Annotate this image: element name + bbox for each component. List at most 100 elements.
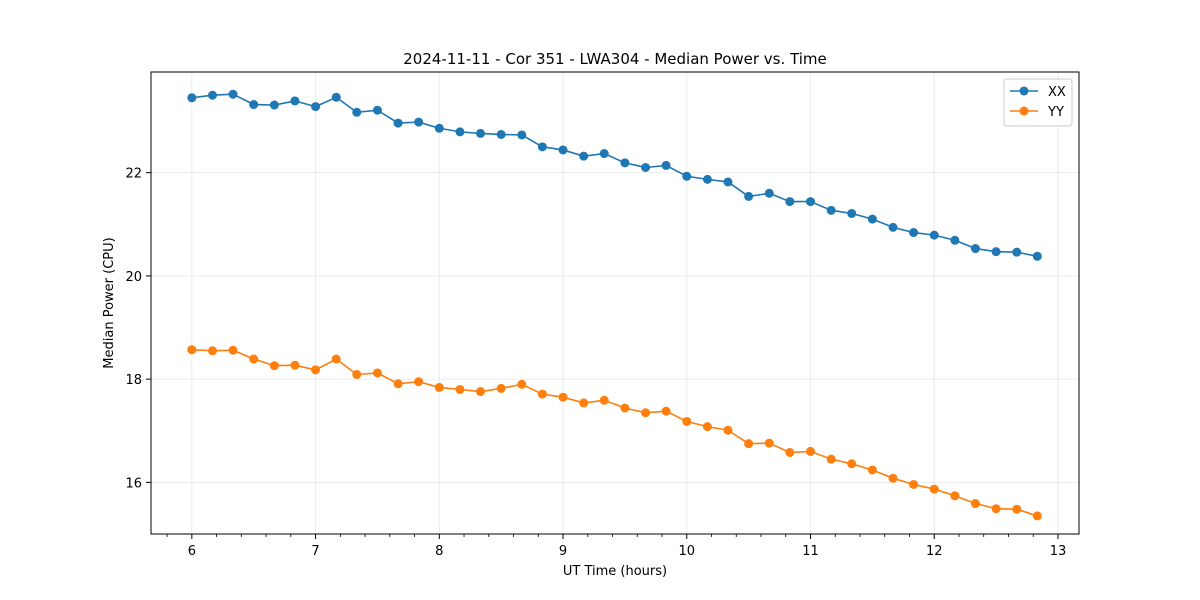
- data-point-xx: [1012, 247, 1022, 257]
- legend-item-xx: XX: [1010, 85, 1066, 100]
- data-point-yy: [249, 354, 259, 364]
- data-point-xx: [909, 228, 919, 238]
- data-point-xx: [207, 90, 217, 100]
- data-point-yy: [434, 382, 444, 392]
- series-xx: [187, 89, 1042, 261]
- data-point-yy: [187, 345, 197, 355]
- plot-frame: [150, 71, 1080, 535]
- data-point-yy: [1012, 504, 1022, 514]
- data-point-xx: [434, 123, 444, 133]
- data-point-yy: [888, 473, 898, 483]
- data-point-yy: [579, 398, 589, 408]
- data-point-xx: [496, 129, 506, 139]
- data-point-yy: [764, 438, 774, 448]
- data-point-yy: [269, 361, 279, 371]
- data-point-xx: [414, 117, 424, 127]
- data-point-yy: [620, 403, 630, 413]
- legend-marker: [1019, 86, 1029, 96]
- data-point-xx: [599, 149, 609, 159]
- data-point-xx: [372, 105, 382, 115]
- x-tick-label: 10: [678, 544, 695, 559]
- data-point-yy: [826, 454, 836, 464]
- data-point-xx: [579, 151, 589, 161]
- data-point-xx: [517, 130, 527, 140]
- data-point-yy: [847, 459, 857, 469]
- data-point-yy: [950, 491, 960, 501]
- data-point-xx: [661, 160, 671, 170]
- data-point-xx: [888, 222, 898, 232]
- data-point-xx: [682, 171, 692, 181]
- legend-marker: [1019, 106, 1029, 116]
- data-point-xx: [620, 158, 630, 168]
- data-point-xx: [311, 102, 321, 112]
- data-point-yy: [970, 499, 980, 509]
- data-point-yy: [517, 379, 527, 389]
- x-tick-label: 9: [559, 544, 567, 559]
- legend-label: YY: [1047, 105, 1064, 120]
- data-point-yy: [352, 369, 362, 379]
- data-point-yy: [311, 365, 321, 375]
- data-point-yy: [929, 484, 939, 494]
- data-point-yy: [991, 504, 1001, 514]
- data-point-xx: [744, 191, 754, 201]
- data-point-xx: [187, 93, 197, 103]
- series-layer: [187, 89, 1042, 521]
- y-tick-label: 22: [125, 167, 142, 182]
- data-point-yy: [744, 439, 754, 449]
- data-point-yy: [455, 384, 465, 394]
- data-point-xx: [455, 127, 465, 137]
- data-point-xx: [269, 100, 279, 110]
- data-point-xx: [723, 177, 733, 187]
- x-tick-label: 8: [435, 544, 443, 559]
- chart-title: 2024-11-11 - Cor 351 - LWA304 - Median P…: [403, 50, 827, 68]
- data-point-xx: [249, 100, 259, 110]
- x-axis-label: UT Time (hours): [563, 564, 667, 579]
- data-point-xx: [290, 96, 300, 106]
- y-tick-label: 18: [125, 373, 142, 388]
- data-point-xx: [805, 197, 815, 207]
- x-tick-label: 12: [926, 544, 943, 559]
- data-point-yy: [537, 389, 547, 399]
- data-point-xx: [537, 142, 547, 152]
- data-point-xx: [785, 197, 795, 207]
- data-point-yy: [228, 345, 238, 355]
- data-point-yy: [599, 395, 609, 405]
- data-point-yy: [785, 447, 795, 457]
- data-point-yy: [558, 392, 568, 402]
- data-point-yy: [414, 377, 424, 387]
- x-tick-label: 7: [311, 544, 319, 559]
- data-point-xx: [826, 205, 836, 215]
- data-point-xx: [929, 230, 939, 240]
- x-tick-label: 6: [188, 544, 196, 559]
- data-point-xx: [970, 244, 980, 254]
- legend: XX YY: [1003, 78, 1073, 127]
- x-tick-label: 13: [1050, 544, 1067, 559]
- y-tick-label: 20: [125, 270, 142, 285]
- data-point-yy: [476, 387, 486, 397]
- x-tick-label: 11: [802, 544, 819, 559]
- data-point-yy: [372, 368, 382, 378]
- data-point-yy: [290, 360, 300, 370]
- data-point-xx: [991, 247, 1001, 257]
- data-point-xx: [641, 162, 651, 172]
- grid: [151, 72, 1079, 534]
- data-point-xx: [867, 214, 877, 224]
- y-axis-label: Median Power (CPU): [102, 237, 117, 368]
- y-tick-label: 16: [125, 476, 142, 491]
- data-point-yy: [682, 416, 692, 426]
- data-point-xx: [558, 145, 568, 155]
- data-point-xx: [352, 107, 362, 117]
- data-point-yy: [702, 422, 712, 432]
- data-point-xx: [228, 89, 238, 99]
- data-point-xx: [847, 208, 857, 218]
- data-point-xx: [950, 235, 960, 245]
- ticks: 6 7 8 9 10 11 12 13 16 18 20 22: [125, 167, 1066, 559]
- data-point-yy: [331, 354, 341, 364]
- legend-label: XX: [1048, 85, 1066, 100]
- data-point-yy: [867, 465, 877, 475]
- series-yy: [187, 345, 1042, 521]
- data-point-yy: [641, 408, 651, 418]
- data-point-xx: [764, 188, 774, 198]
